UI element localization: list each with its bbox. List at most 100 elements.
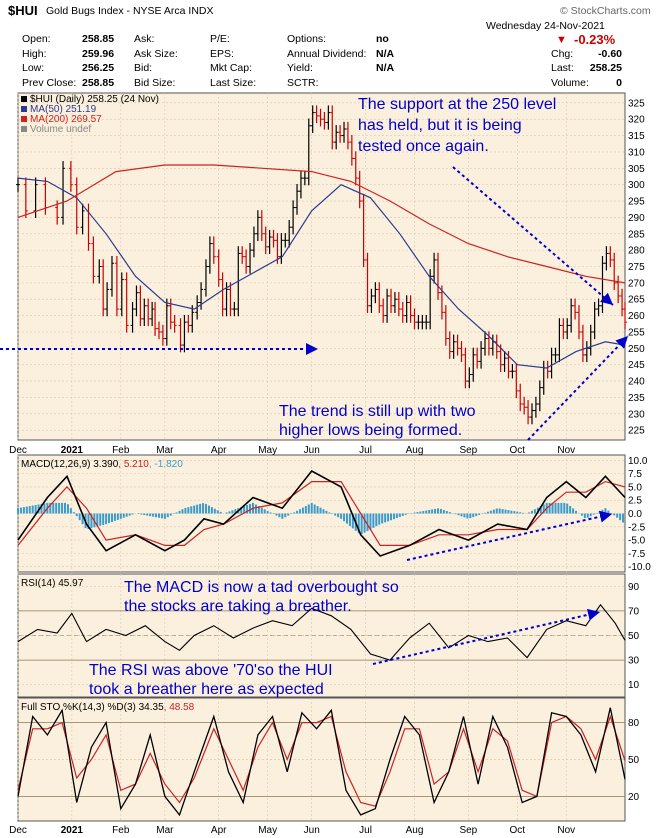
macd-histogram-bar (475, 513, 478, 516)
chart-panel (17, 92, 626, 441)
macd-histogram-bar (522, 512, 525, 514)
macd-histogram-bar (275, 513, 278, 516)
macd-histogram-bar (266, 510, 269, 514)
quote-label: Last: (551, 62, 574, 74)
macd-tick-label: -2.5 (628, 522, 646, 533)
macd-histogram-bar (610, 512, 613, 514)
macd-histogram-bar (55, 502, 58, 514)
macd-histogram-bar (586, 513, 589, 518)
macd-tick-label: -7.5 (628, 549, 646, 560)
macd-histogram-bar (351, 513, 354, 529)
macd-histogram-bar (622, 513, 625, 523)
macd-histogram-bar (254, 504, 257, 514)
x-tick-label: Aug (406, 445, 424, 456)
legend-swatch (21, 106, 27, 112)
macd-histogram-bar (542, 504, 545, 514)
macd-tick-label: -5.0 (628, 536, 646, 547)
quote-value: N/A (376, 62, 395, 74)
macd-histogram-bar (381, 513, 384, 524)
macd-histogram-bar (583, 513, 586, 519)
quote-value: -0.60 (598, 47, 622, 60)
quote-label: High: (22, 47, 47, 60)
macd-histogram-bar (589, 513, 592, 517)
price-tick-label: 250 (628, 344, 645, 355)
macd-histogram-bar (557, 502, 560, 514)
macd-histogram-bar (99, 513, 102, 526)
quote-label: Chg: (551, 47, 574, 60)
macd-histogram-bar (492, 509, 495, 514)
macd-histogram-bar (398, 513, 401, 518)
macd-histogram-bar (495, 508, 498, 514)
macd-histogram-bar (225, 512, 228, 514)
quote-value: 259.96 (82, 47, 115, 60)
chart-panel (17, 697, 626, 822)
macd-histogram-bar (149, 513, 152, 517)
macd-histogram-bar (395, 513, 398, 519)
macd-histogram-bar (110, 513, 113, 523)
macd-histogram-bar (345, 513, 348, 524)
macd-histogram-bar (604, 508, 607, 514)
macd-histogram-bar (334, 513, 337, 516)
macd-histogram-bar (52, 502, 55, 514)
macd-histogram-bar (310, 502, 313, 514)
macd-signal-line (17, 480, 626, 546)
macd-histogram-bar (348, 513, 351, 526)
macd-histogram-bar (343, 513, 346, 522)
rsi-tick-label: 50 (628, 631, 640, 642)
macd-histogram-bar (146, 513, 149, 516)
macd-histogram-bar (460, 513, 463, 517)
macd-histogram-bar (319, 507, 322, 514)
macd-histogram-bar (81, 513, 84, 525)
macd-histogram-bar (199, 503, 202, 514)
price-tick-label: 310 (628, 147, 645, 158)
macd-histogram-bar (566, 503, 569, 514)
macd-histogram-bar (392, 513, 395, 520)
rsi-trend-arrow (372, 608, 601, 665)
price-tick-label: 275 (628, 262, 645, 273)
macd-tick-label: -10.0 (628, 562, 651, 573)
macd-histogram-bar (530, 510, 533, 514)
rsi-legend: RSI(14) 45.97 (21, 578, 84, 589)
macd-histogram-bar (113, 513, 116, 521)
macd-histogram-bar (513, 511, 516, 514)
macd-histogram-bar (331, 513, 334, 515)
macd-histogram-bar (378, 513, 381, 525)
macd-histogram-bar (49, 502, 52, 514)
x-tick-label: Feb (112, 445, 130, 456)
macd-histogram-bar (31, 505, 34, 514)
macd-line (17, 469, 626, 557)
macd-histogram-bar (428, 509, 431, 514)
macd-histogram-bar (619, 513, 622, 521)
price-tick-label: 305 (628, 164, 645, 175)
price-tick-label: 225 (628, 426, 645, 437)
price-tick-label: 315 (628, 131, 645, 142)
macd-histogram-bar (213, 508, 216, 514)
macd-histogram-bar (551, 502, 554, 514)
macd-histogram-bar (40, 503, 43, 514)
macd-histogram-bar (75, 513, 78, 517)
macd-histogram-bar (204, 503, 207, 514)
macd-histogram-bar (243, 506, 246, 514)
macd-histogram-bar (519, 512, 522, 514)
macd-histogram-bar (296, 510, 299, 514)
macd-histogram-bar (595, 512, 598, 514)
macd-histogram-bar (486, 511, 489, 514)
macd-histogram-bar (105, 513, 108, 525)
down-arrow-icon: ▼ (556, 34, 567, 46)
macd-histogram-bar (357, 513, 360, 534)
macd-histogram-bar (539, 506, 542, 514)
macd-histogram-bar (207, 505, 210, 514)
macd-histogram-bar (554, 502, 557, 514)
ma50-line (17, 177, 626, 369)
x-tick-label: Dec (9, 445, 27, 456)
macd-histogram-bar (507, 510, 510, 514)
sto-legend-part: , 48.58 (164, 702, 195, 713)
quote-label: Annual Dividend: (287, 47, 367, 60)
macd-histogram-bar (501, 509, 504, 514)
sto-tick-label: 80 (628, 718, 640, 729)
rsi-line (17, 603, 626, 661)
macd-histogram-bar (202, 503, 205, 514)
macd-histogram-bar (607, 510, 610, 514)
macd-histogram-bar (489, 510, 492, 514)
price-tick-label: 245 (628, 360, 645, 371)
